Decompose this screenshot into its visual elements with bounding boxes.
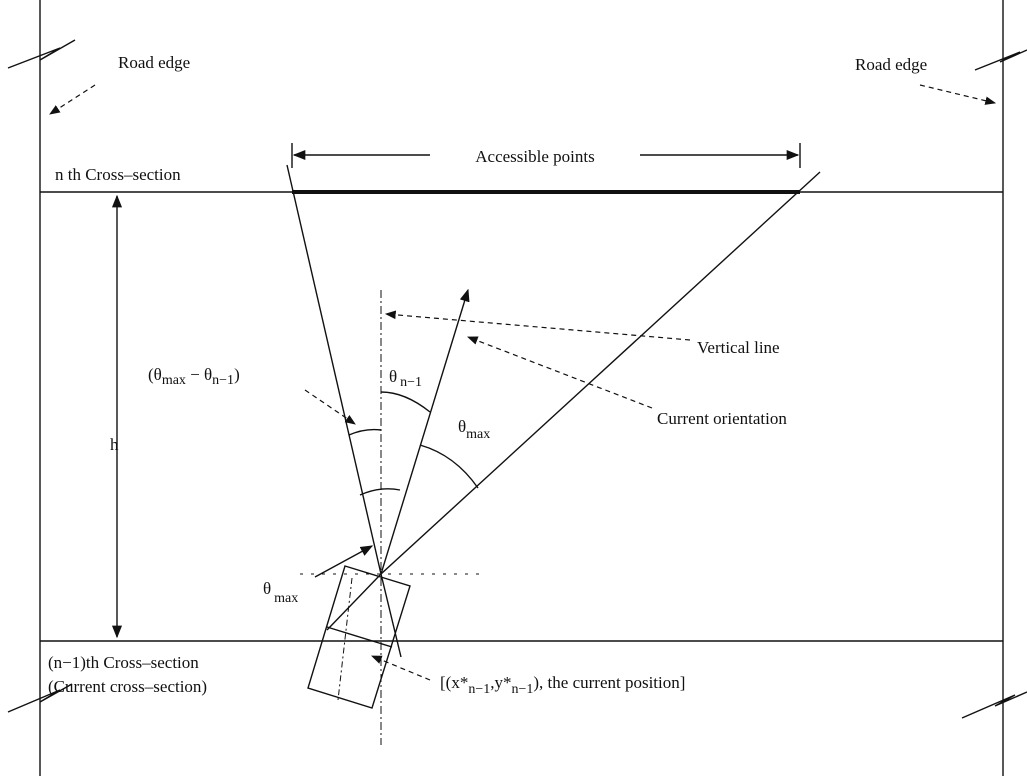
label-part: θ xyxy=(389,367,397,386)
vehicle-line xyxy=(326,573,382,631)
orientation-arrow xyxy=(380,288,470,575)
label-part: n−1 xyxy=(468,682,490,697)
label-part: θ xyxy=(263,579,271,598)
label-part: ), the current position] xyxy=(533,673,685,692)
vehicle xyxy=(307,565,411,709)
vehicle-line xyxy=(380,573,402,658)
break-symbol xyxy=(7,683,73,713)
pointer xyxy=(466,336,653,409)
label-part: − θ xyxy=(186,365,212,384)
pointer xyxy=(49,84,96,115)
label-part: max xyxy=(162,373,186,388)
label-part: [(x* xyxy=(440,673,468,692)
label: θ n−1 xyxy=(389,367,422,390)
vehicle-line xyxy=(326,626,393,648)
label: Road edge xyxy=(855,55,927,74)
label: θmax xyxy=(263,579,298,606)
angle-arc xyxy=(419,444,479,489)
pointer xyxy=(314,545,374,578)
label: Vertical line xyxy=(697,338,780,357)
label: θmax xyxy=(458,417,490,442)
angle-arc xyxy=(380,391,431,413)
label-part: ,y* xyxy=(490,673,511,692)
label: [(x*n−1,y*n−1), the current position] xyxy=(440,673,685,697)
left-limit-line xyxy=(286,164,382,575)
label: (θmax − θn−1) xyxy=(148,365,240,388)
label-part: max xyxy=(274,591,298,606)
label: n th Cross–section xyxy=(55,165,181,184)
angle-arc xyxy=(359,488,401,496)
break-symbol xyxy=(961,691,1027,719)
label: (n−1)th Cross–section xyxy=(48,653,199,672)
label-part: max xyxy=(466,427,490,442)
pointer xyxy=(371,655,431,681)
label: Accessible points xyxy=(475,147,594,166)
label-part: θ xyxy=(458,417,466,436)
break-symbol xyxy=(7,39,76,69)
label-part: ) xyxy=(234,365,240,384)
label-part: n−1 xyxy=(400,375,422,390)
label-part: (θ xyxy=(148,365,162,384)
label-part: n−1 xyxy=(212,373,234,388)
pointer xyxy=(384,310,691,341)
right-limit-line xyxy=(380,171,821,575)
pointer xyxy=(919,84,997,105)
label: (Current cross–section) xyxy=(48,677,207,696)
angle-arc xyxy=(348,428,382,436)
label: Road edge xyxy=(118,53,190,72)
label: Current orientation xyxy=(657,409,787,428)
label-part: n−1 xyxy=(511,682,533,697)
vehicle-axis xyxy=(337,577,353,701)
pointer xyxy=(304,389,356,425)
break-symbol xyxy=(974,49,1027,71)
label: h xyxy=(110,435,119,454)
